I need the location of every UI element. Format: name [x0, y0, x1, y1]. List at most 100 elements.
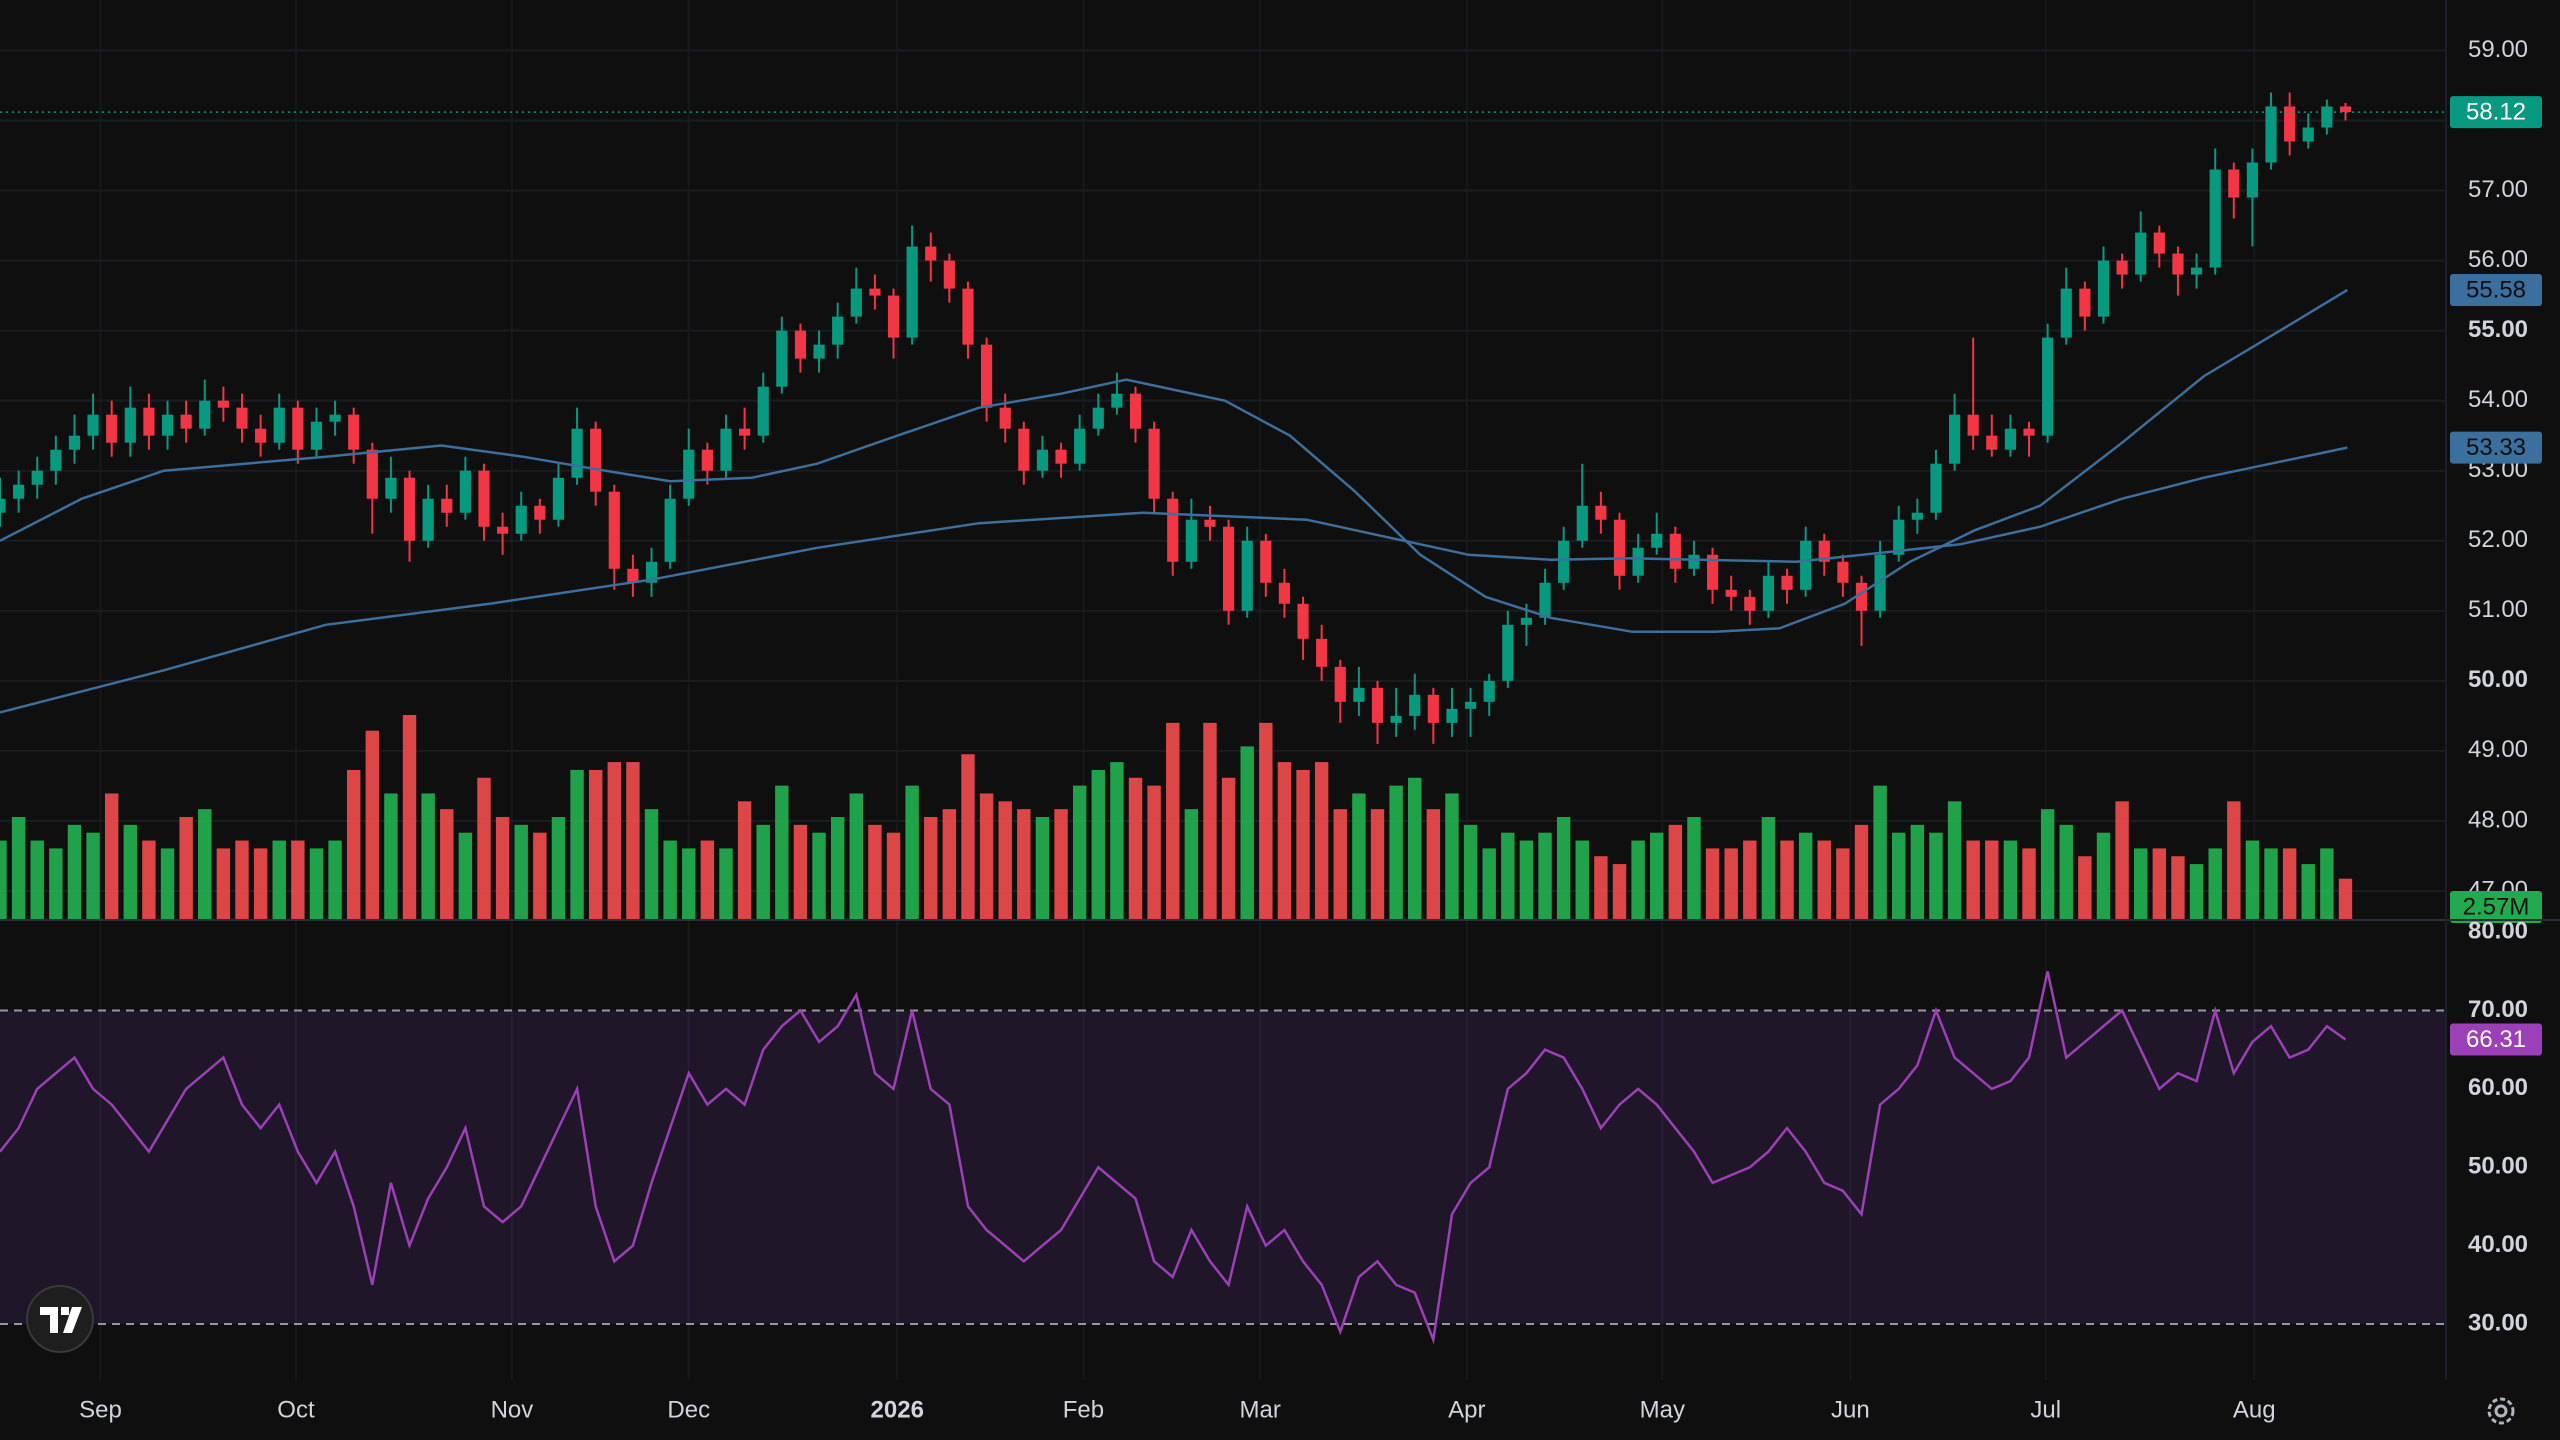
candle-body [1595, 505, 1607, 520]
y-tick-label: 48.00 [2468, 806, 2528, 833]
volume-bar [644, 809, 659, 919]
volume-bar [384, 793, 398, 919]
candle-body [534, 505, 546, 520]
candle-body [1911, 512, 1923, 520]
candle-body [13, 484, 25, 499]
candle-body [720, 428, 732, 471]
candle-body [50, 449, 62, 471]
candle-body [1502, 624, 1514, 681]
volume-bar [979, 793, 994, 919]
volume-bar [198, 809, 212, 919]
volume-bar [700, 840, 715, 919]
candle-body [2190, 267, 2203, 275]
candle-body [2302, 127, 2314, 142]
candle-body [832, 316, 844, 345]
volume-bar [495, 817, 510, 919]
x-tick-label: Sep [79, 1396, 122, 1423]
volume-bar [1017, 809, 1031, 919]
volume-bar [1445, 793, 1459, 919]
volume-bar [1128, 777, 1143, 919]
volume-bar [67, 824, 82, 919]
volume-bar [905, 785, 919, 919]
candle-body [1167, 498, 1179, 562]
volume-bar [2208, 848, 2222, 919]
y-tick-label: 50.00 [2468, 666, 2528, 693]
candle-body [1223, 526, 1235, 611]
candle-body [515, 505, 527, 534]
candle-body [1092, 407, 1104, 429]
y-tick-label: 30.00 [2468, 1309, 2528, 1336]
moving-average-line [0, 446, 2348, 714]
volume-bar [142, 840, 156, 919]
candle-body [1837, 561, 1849, 583]
candle-body [1148, 428, 1160, 499]
logo-circle[interactable] [26, 1285, 94, 1353]
volume-bar [1780, 840, 1794, 919]
candle-body [1893, 519, 1905, 555]
candle-body [217, 400, 229, 408]
candle-body [571, 428, 583, 478]
candle-body [68, 435, 81, 450]
volume-bar [1947, 801, 1962, 919]
candle-body [757, 386, 769, 436]
candle-body [1390, 715, 1402, 723]
volume-bar [2152, 848, 2167, 919]
candle-body [2321, 106, 2333, 128]
candle-body [2060, 288, 2072, 338]
volume-bar [998, 801, 1012, 919]
volume-bar [2282, 848, 2297, 919]
candle-body [683, 449, 695, 499]
candle-body [2116, 260, 2128, 275]
candle-body [943, 260, 955, 289]
gear-outer[interactable] [2487, 1397, 2515, 1425]
candle-body [2339, 106, 2352, 113]
candle-body [1613, 519, 1626, 576]
candle-body [1781, 575, 1793, 590]
y-tick-label: 52.00 [2468, 526, 2528, 553]
tv-logo[interactable] [26, 1285, 94, 1353]
volume-bar [942, 809, 957, 919]
volume-bar [2338, 878, 2353, 919]
moving-average-label: 53.33 [2466, 434, 2526, 461]
candle-body [608, 491, 620, 569]
moving-average-label-box [2450, 431, 2542, 464]
volume-bar [682, 848, 696, 919]
volume-bar [291, 840, 305, 919]
volume-bar [533, 832, 547, 919]
volume-label-box [2450, 891, 2542, 923]
volume-bar [2040, 809, 2055, 919]
y-tick-label: 70.00 [2468, 996, 2528, 1023]
y-tick-label: 60.00 [2468, 1074, 2528, 1101]
volume-bar [216, 848, 231, 919]
volume-bar [1892, 832, 1906, 919]
candle-body [199, 400, 211, 429]
settings-button[interactable] [2487, 1397, 2515, 1425]
candle-body [1297, 603, 1309, 639]
candle-body [1129, 393, 1142, 429]
volume-bar [1240, 746, 1254, 919]
volume-bar [2245, 840, 2260, 919]
volume-bar [812, 832, 826, 919]
volume-bar [1389, 785, 1403, 919]
volume-bar [2022, 848, 2036, 919]
candle-body [0, 498, 6, 513]
candle-body [106, 414, 118, 443]
volume-bar [1352, 793, 1366, 919]
candle-body [403, 477, 416, 541]
candle-body [701, 449, 713, 471]
volume-bar [961, 754, 975, 919]
candle-body [850, 288, 862, 317]
y-tick-label: 80.00 [2468, 918, 2528, 945]
candle-body [739, 428, 751, 436]
volume-bar [868, 824, 882, 919]
volume-bar [179, 817, 193, 919]
candle-body [1986, 435, 1998, 450]
moving-average-label: 55.58 [2466, 276, 2526, 303]
candle-body [2004, 428, 2016, 450]
y-tick-label: 54.00 [2468, 386, 2528, 413]
candle-body [124, 407, 136, 443]
candle-body [1427, 694, 1439, 723]
candle-body [1036, 449, 1049, 471]
volume-bar [1817, 840, 1831, 919]
